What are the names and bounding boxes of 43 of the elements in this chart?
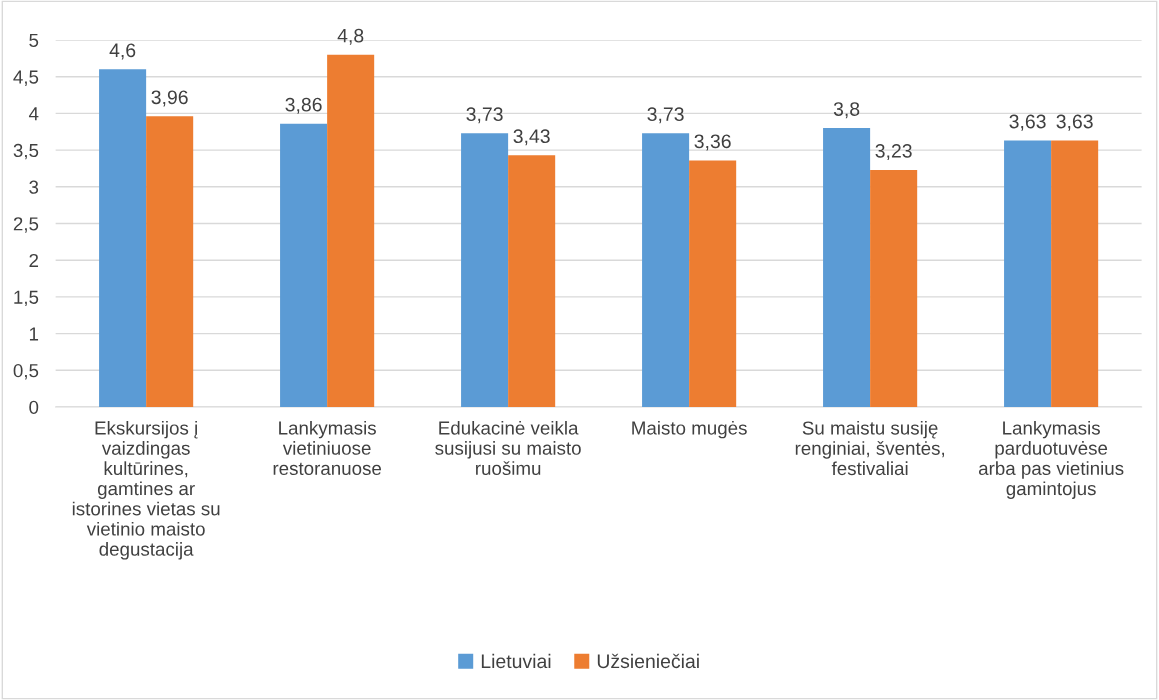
bar [823, 128, 871, 407]
y-tick-label: 0,5 [13, 364, 39, 380]
y-tick-label: 2 [29, 253, 39, 267]
data-label: 3,96 [151, 90, 188, 107]
bar [870, 169, 918, 407]
data-label: 3,63 [1009, 114, 1046, 131]
y-tick-label: 4,5 [13, 70, 39, 86]
data-label: 3,8 [833, 102, 860, 119]
bar [642, 133, 690, 407]
y-tick-label: 1 [29, 327, 39, 341]
bar [461, 133, 509, 407]
data-label: 3,23 [875, 143, 912, 161]
x-tick-label: Maisto mugės [632, 420, 747, 439]
data-label: 4,6 [109, 43, 136, 60]
bar [1051, 140, 1099, 407]
y-tick-label: 3 [29, 180, 39, 194]
bar [146, 116, 194, 407]
bar [99, 69, 147, 407]
data-label: 3,63 [1056, 114, 1093, 131]
x-tick-label: Edukacinė veikla susijusi su maisto ruošimu [435, 420, 581, 476]
bar [280, 123, 328, 407]
y-tick-label: 1,5 [14, 290, 39, 307]
x-tick-label: Lankymasis parduotuvėse arba pas vietinius gamintojus [978, 420, 1124, 499]
data-label: 3,73 [647, 107, 684, 124]
x-tick-label: Lankymasis vietiniuose restoranuose [273, 420, 382, 476]
data-label: 4,8 [337, 28, 364, 45]
x-tick-label: Ekskursijos į vaizdingas kultūrines, gamtines ar istorines vietas su vietinio maisto degustacija [72, 420, 220, 560]
legend-label: Lietuviai [481, 653, 551, 669]
bar [508, 155, 556, 407]
y-tick-label: 3,5 [13, 143, 39, 160]
legend-label: Užsieniečiai [597, 653, 699, 669]
bar [1004, 140, 1052, 407]
y-tick-label: 0 [29, 400, 39, 414]
x-tick-label: Su maistu susiję renginiai, šventės, festivaliai [795, 420, 944, 476]
bar [689, 160, 737, 407]
y-tick-label: 5 [29, 33, 39, 47]
data-label: 3,36 [694, 134, 731, 151]
y-tick-label: 4 [28, 107, 39, 121]
data-label: 3,43 [513, 129, 550, 146]
data-label: 3,73 [466, 107, 503, 124]
bar [327, 54, 375, 407]
y-tick-label: 2,5 [13, 217, 39, 233]
data-label: 3,86 [285, 97, 322, 114]
